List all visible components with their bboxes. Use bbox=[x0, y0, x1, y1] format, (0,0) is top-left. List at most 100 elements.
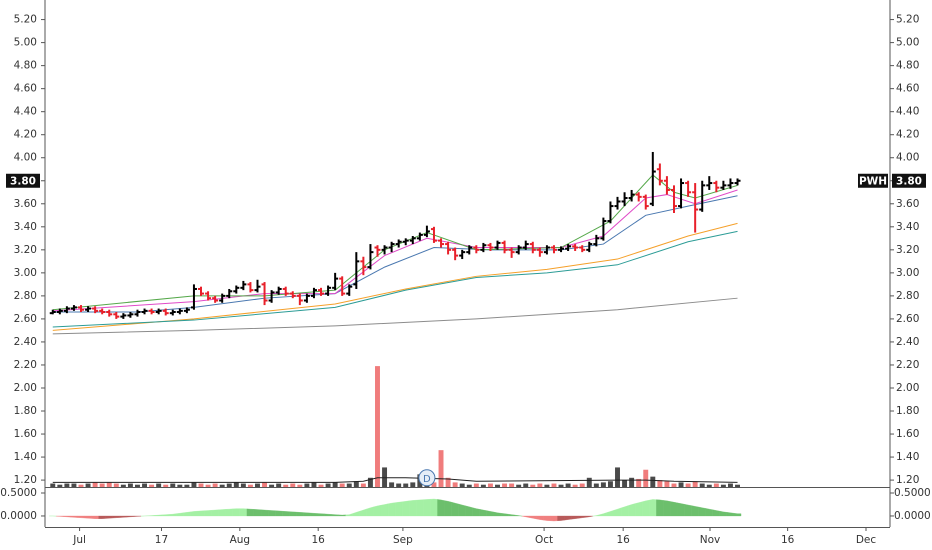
volume-bar bbox=[410, 482, 416, 487]
oscillator-area bbox=[232, 508, 240, 517]
oscillator-area bbox=[154, 514, 163, 517]
y-tick-label: 2.20 bbox=[14, 359, 37, 371]
oscillator-area bbox=[310, 512, 318, 517]
volume-bar bbox=[375, 366, 380, 487]
x-tick-label: Aug bbox=[230, 534, 251, 546]
oscillator-area bbox=[147, 515, 156, 517]
y-tick-label: 1.60 bbox=[14, 428, 37, 440]
volume-bar bbox=[339, 483, 345, 487]
oscillator-area bbox=[105, 515, 113, 519]
y-tick-label: 3.20 bbox=[14, 244, 37, 256]
y-tick-label: 5.20 bbox=[14, 14, 37, 26]
volume-bar bbox=[127, 483, 133, 487]
volume-bar bbox=[142, 483, 148, 487]
oscillator-area bbox=[543, 515, 551, 521]
oscillator-area bbox=[663, 500, 671, 517]
oscillator-area bbox=[246, 508, 255, 517]
x-tick-label: Dec bbox=[856, 534, 877, 546]
volume-bar bbox=[71, 483, 77, 487]
oscillator-area bbox=[423, 499, 431, 517]
oscillator-area bbox=[317, 513, 325, 517]
oscillator-area bbox=[458, 503, 466, 517]
oscillator-area bbox=[119, 515, 128, 518]
oscillator-area bbox=[649, 499, 657, 517]
oscillator-area bbox=[197, 510, 205, 517]
moving-average bbox=[52, 297, 738, 335]
volume-bar bbox=[727, 483, 733, 487]
x-tick-label: 17 bbox=[155, 534, 168, 546]
oscillator-area bbox=[642, 499, 650, 517]
oscillator-area bbox=[387, 502, 396, 517]
volume-bar bbox=[466, 484, 472, 487]
symbol-tag bbox=[858, 173, 888, 188]
volume-bar bbox=[622, 480, 628, 487]
volume-bar bbox=[177, 484, 183, 487]
volume-bar bbox=[699, 483, 705, 487]
volume-bar bbox=[586, 477, 592, 487]
y-tick-label: 4.00 bbox=[14, 152, 37, 164]
oscillator-area bbox=[500, 513, 509, 517]
oscillator-area bbox=[705, 508, 713, 517]
volume-bar bbox=[558, 484, 564, 487]
oscillator-area bbox=[599, 512, 608, 517]
y-tick-label: 2.00 bbox=[14, 382, 37, 394]
volume-bar bbox=[396, 483, 402, 487]
volume-bar bbox=[629, 477, 635, 487]
volume-bar bbox=[480, 484, 486, 487]
oscillator-area bbox=[331, 514, 339, 517]
volume-bar bbox=[367, 477, 373, 487]
oscillator-area bbox=[77, 515, 85, 519]
oscillator-area bbox=[472, 507, 481, 517]
oscillator-area bbox=[211, 509, 219, 517]
osc-tick-label: 0.0000 bbox=[894, 510, 931, 522]
oscillator-area bbox=[190, 510, 198, 517]
volume-bar bbox=[516, 484, 522, 487]
oscillator-area bbox=[373, 504, 382, 517]
oscillator-area bbox=[515, 514, 523, 517]
volume-bar bbox=[191, 482, 197, 487]
oscillator-area bbox=[550, 515, 558, 522]
volume-bar bbox=[212, 483, 218, 487]
x-tick-label: Oct bbox=[535, 534, 553, 546]
oscillator-area bbox=[585, 515, 593, 518]
price-tag-label: 3.80 bbox=[10, 175, 36, 187]
volume-bar bbox=[713, 483, 719, 487]
volume-bar bbox=[332, 482, 338, 487]
osc-tick-label: 0.5000 bbox=[0, 487, 37, 499]
volume-bar bbox=[85, 483, 91, 487]
x-tick-label: 16 bbox=[616, 534, 630, 546]
volume-bar bbox=[495, 484, 500, 487]
x-tick-label: 16 bbox=[781, 534, 795, 546]
volume-bar bbox=[438, 450, 444, 487]
oscillator-area bbox=[98, 515, 106, 519]
volume-bar bbox=[735, 484, 740, 487]
volume-bar bbox=[64, 483, 70, 487]
moving-average bbox=[52, 222, 738, 331]
volume-bar bbox=[431, 482, 437, 487]
marks: 1.20 1.20 1.40 1.40 1.60 1.60 1.80 1.80 2.00 2.00… bbox=[0, 14, 931, 546]
y-tick-label: 2.80 bbox=[896, 290, 919, 302]
osc-tick-label: 0.0000 bbox=[0, 510, 37, 522]
dividend-label: D bbox=[423, 474, 431, 485]
oscillator-area bbox=[486, 510, 495, 517]
volume-bar bbox=[487, 483, 493, 487]
volume-bar bbox=[579, 483, 585, 487]
oscillator-area bbox=[691, 505, 699, 517]
oscillator-area bbox=[507, 513, 516, 517]
volume-bar bbox=[551, 483, 557, 487]
volume-bar bbox=[650, 476, 656, 487]
volume-bar bbox=[318, 484, 324, 487]
oscillator-area bbox=[63, 515, 71, 518]
volume-bar bbox=[473, 483, 479, 487]
volume-bar bbox=[184, 484, 190, 487]
volume-bar bbox=[325, 483, 331, 487]
volume-bar bbox=[106, 482, 112, 487]
volume-bar bbox=[120, 484, 126, 487]
volume-bar bbox=[205, 484, 211, 487]
volume-bar bbox=[255, 483, 260, 487]
oscillator-area bbox=[479, 509, 488, 517]
dividend-marker bbox=[418, 469, 436, 487]
volume-bar bbox=[572, 484, 578, 487]
volume-bar bbox=[247, 484, 253, 487]
oscillator-area bbox=[253, 509, 262, 517]
